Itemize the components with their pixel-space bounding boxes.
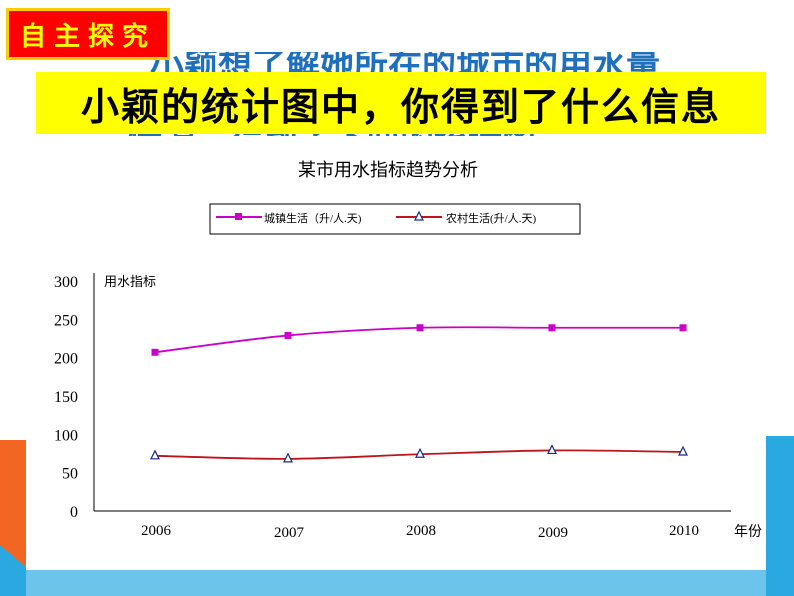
data-point-urban: [416, 324, 424, 332]
bottom-blue-decoration: [26, 566, 766, 596]
x-tick-label: 2010: [669, 523, 699, 539]
x-tick-label: 2007: [274, 525, 305, 541]
x-tick-label: 2006: [141, 523, 172, 539]
chart-panel: 某市用水指标趋势分析城镇生活（升/人.天) 农村生活(升/人.天) 0 50 100 15…: [26, 140, 766, 566]
x-tick-label: 2009: [538, 525, 568, 541]
banner-text: 小颖的统计图中，你得到了什么信息: [80, 84, 721, 129]
data-point-urban: [548, 324, 556, 332]
legend-marker-urban: [235, 213, 242, 220]
data-point-rural: [678, 445, 688, 456]
y-tick-label: 300: [54, 274, 78, 291]
y-tick-label: 250: [54, 312, 78, 329]
y-tick-label: 200: [54, 351, 78, 368]
legend-marker-rural: [414, 210, 424, 221]
y-tick-label: 0: [70, 504, 78, 521]
legend-box: [209, 203, 581, 235]
data-point-rural: [283, 452, 293, 463]
y-axis-label: 用水指标: [104, 274, 156, 289]
right-blue-decoration: [766, 436, 794, 596]
y-tick-label: 50: [62, 466, 78, 483]
badge-label: 自主探究: [19, 21, 156, 52]
background-text-line1: 小颖想了解她所在的城市的用水量: [150, 52, 660, 72]
bottom-white-strip: [26, 566, 766, 570]
y-tick-label: 100: [54, 427, 78, 444]
data-point-rural: [415, 447, 425, 458]
legend-label-urban: 城镇生活（升/人.天): [264, 211, 362, 225]
data-point-urban: [679, 324, 687, 332]
x-tick-label: 2008: [406, 523, 436, 539]
legend-label-rural: 农村生活(升/人.天): [446, 211, 536, 225]
x-axis-label: 年份: [734, 524, 762, 540]
data-point-rural: [547, 444, 557, 455]
question-banner: 小颖的统计图中，你得到了什么信息: [36, 72, 766, 134]
chart-title: 某市用水指标趋势分析: [298, 160, 478, 180]
y-tick-label: 150: [54, 389, 78, 406]
section-badge: 自主探究: [6, 8, 170, 60]
data-point-rural: [150, 449, 160, 460]
data-point-urban: [151, 348, 159, 356]
data-point-urban: [284, 331, 292, 339]
